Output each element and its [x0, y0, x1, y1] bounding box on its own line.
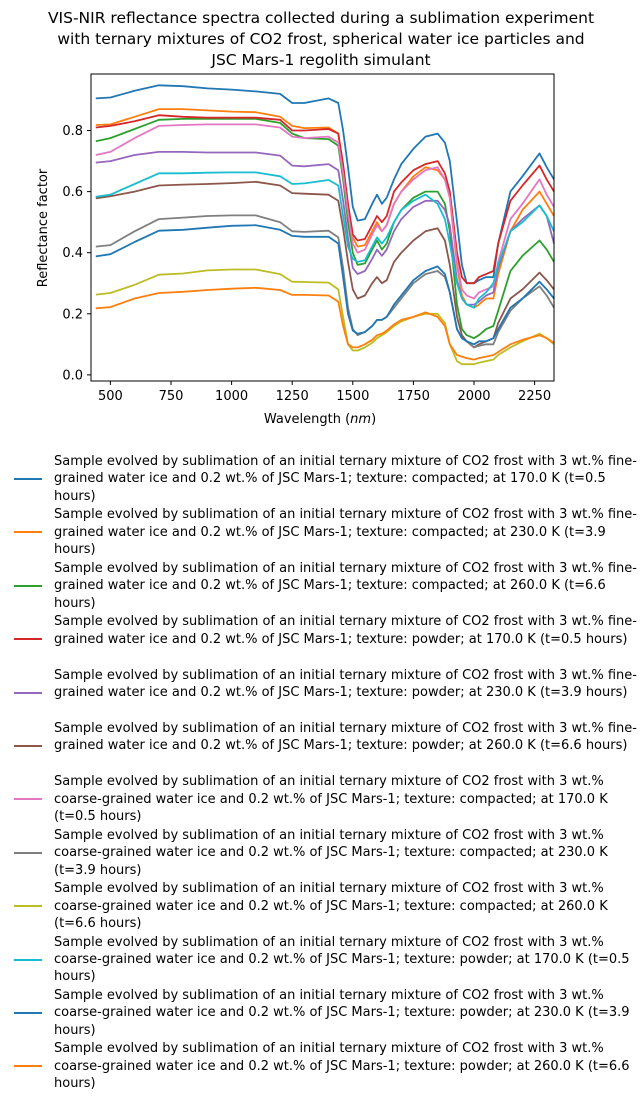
- legend-label: Sample evolved by sublimation of an init…: [54, 560, 637, 611]
- legend-item: Sample evolved by sublimation of an init…: [14, 1040, 638, 1093]
- legend-label: Sample evolved by sublimation of an init…: [54, 720, 637, 754]
- chart-title: VIS-NIR reflectance spectra collected du…: [47, 9, 595, 69]
- y-tick-label: 0.0: [62, 368, 83, 383]
- series-lines: [95, 84, 555, 366]
- x-tick-label: 1000: [215, 389, 248, 404]
- legend-swatch: [14, 691, 42, 694]
- legend-label: Sample evolved by sublimation of an init…: [54, 454, 637, 504]
- legend-swatch: [14, 905, 42, 908]
- legend-swatch: [14, 584, 42, 587]
- legend-item: Sample evolved by sublimation of an init…: [14, 560, 638, 613]
- legend-swatch: [14, 638, 42, 641]
- x-tick-label: 750: [159, 389, 184, 404]
- legend-label: Sample evolved by sublimation of an init…: [54, 934, 630, 985]
- y-tick-label: 0.6: [62, 185, 83, 200]
- legend-item: Sample evolved by sublimation of an init…: [14, 720, 638, 773]
- y-tick-label: 0.8: [62, 124, 83, 139]
- y-tick-label: 0.4: [62, 246, 83, 261]
- legend-item: Sample evolved by sublimation of an init…: [14, 987, 638, 1040]
- legend-label: Sample evolved by sublimation of an init…: [54, 881, 608, 931]
- y-tick-label: 0.2: [62, 307, 83, 322]
- legend-swatch: [14, 798, 42, 801]
- legend-item: Sample evolved by sublimation of an init…: [14, 506, 638, 559]
- legend-swatch: [14, 531, 42, 534]
- legend-item: Sample evolved by sublimation of an init…: [14, 934, 638, 987]
- legend-item: Sample evolved by sublimation of an init…: [14, 773, 638, 826]
- series-line-8: [95, 214, 555, 349]
- series-line-11: [95, 224, 555, 346]
- legend-label: Sample evolved by sublimation of an init…: [54, 507, 637, 558]
- series-line-7: [95, 123, 555, 300]
- legend-item: Sample evolved by sublimation of an init…: [14, 880, 638, 933]
- series-line-3: [95, 118, 555, 340]
- legend-label: Sample evolved by sublimation of an init…: [54, 1041, 630, 1092]
- legend: Sample evolved by sublimation of an init…: [14, 453, 638, 1094]
- legend-swatch: [14, 958, 42, 961]
- legend-swatch: [14, 1065, 42, 1068]
- series-line-4: [95, 114, 555, 285]
- legend-label: Sample evolved by sublimation of an init…: [54, 987, 630, 1038]
- series-line-5: [95, 150, 555, 306]
- x-axis: 500 750 1000 1250 1500 1750 2000 2250: [98, 381, 551, 404]
- x-tick-label: 500: [98, 389, 123, 404]
- series-line-1: [95, 84, 555, 285]
- x-tick-label: 1750: [397, 389, 430, 404]
- legend-label: Sample evolved by sublimation of an init…: [54, 614, 637, 647]
- legend-swatch: [14, 1011, 42, 1014]
- series-line-10: [95, 171, 555, 309]
- x-axis-label: Wavelength (nm): [264, 412, 376, 427]
- legend-item: Sample evolved by sublimation of an init…: [14, 453, 638, 506]
- series-line-9: [95, 268, 555, 366]
- chart-plot: 500 750 1000 1250 1500 1750 2000 2250 0.0 0.2 0.4…: [36, 73, 555, 427]
- y-axis-label: Reflectance factor: [36, 168, 51, 287]
- legend-item: Sample evolved by sublimation of an init…: [14, 613, 638, 666]
- series-line-6: [95, 180, 555, 349]
- legend-item: Sample evolved by sublimation of an init…: [14, 827, 638, 880]
- legend-swatch: [14, 478, 42, 480]
- legend-swatch: [14, 744, 42, 747]
- series-line-12: [95, 286, 555, 361]
- y-axis: 0.0 0.2 0.4 0.6 0.8: [62, 124, 91, 383]
- legend-label: Sample evolved by sublimation of an init…: [54, 827, 608, 878]
- x-tick-label: 1500: [336, 389, 369, 404]
- x-tick-label: 1250: [276, 389, 309, 404]
- plot-frame: [90, 73, 555, 382]
- x-tick-label: 2000: [457, 389, 490, 404]
- legend-label: Sample evolved by sublimation of an init…: [54, 667, 637, 700]
- legend-swatch: [14, 851, 42, 854]
- legend-item: Sample evolved by sublimation of an init…: [14, 667, 638, 720]
- legend-label: Sample evolved by sublimation of an init…: [54, 774, 608, 825]
- x-tick-label: 2250: [518, 389, 551, 404]
